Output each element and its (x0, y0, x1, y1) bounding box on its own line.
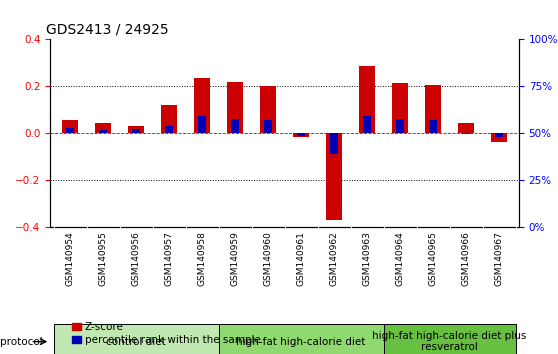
Text: GSM140958: GSM140958 (198, 231, 206, 286)
Bar (227, 82, 243, 133)
Bar (99, 130, 107, 133)
Bar (491, 133, 507, 142)
Bar (128, 126, 145, 133)
Bar (198, 116, 206, 133)
Bar (458, 124, 474, 133)
Bar (495, 133, 503, 137)
Bar (363, 116, 371, 133)
Text: control diet: control diet (106, 337, 166, 347)
Text: GDS2413 / 24925: GDS2413 / 24925 (46, 22, 168, 36)
Bar (383, 324, 516, 354)
Text: GSM140967: GSM140967 (494, 231, 504, 286)
Bar (231, 119, 239, 133)
Bar (165, 126, 173, 133)
Bar (429, 120, 437, 133)
Bar (396, 119, 404, 133)
Bar (425, 85, 441, 133)
Bar (462, 133, 470, 134)
Legend: Z-score, percentile rank within the sample: Z-score, percentile rank within the samp… (72, 322, 261, 345)
Bar (264, 120, 272, 133)
Text: GSM140964: GSM140964 (396, 231, 405, 286)
Text: high-fat high-calorie diet plus
resveratrol: high-fat high-calorie diet plus resverat… (372, 331, 527, 353)
Bar (132, 129, 140, 133)
Bar (392, 84, 408, 133)
Bar (293, 133, 309, 137)
Text: GSM140959: GSM140959 (230, 231, 239, 286)
Bar (194, 78, 210, 133)
Bar (54, 324, 219, 354)
Text: high-fat high-calorie diet: high-fat high-calorie diet (237, 337, 366, 347)
Bar (219, 324, 383, 354)
Text: GSM140957: GSM140957 (165, 231, 174, 286)
Text: GSM140955: GSM140955 (99, 231, 108, 286)
Bar (95, 124, 111, 133)
Text: GSM140965: GSM140965 (429, 231, 437, 286)
Text: protocol: protocol (0, 337, 43, 347)
Text: GSM140966: GSM140966 (461, 231, 470, 286)
Bar (161, 105, 177, 133)
Bar (330, 133, 338, 154)
Bar (260, 86, 276, 133)
Bar (66, 128, 74, 133)
Bar (62, 120, 78, 133)
Text: GSM140956: GSM140956 (132, 231, 141, 286)
Bar (359, 66, 376, 133)
Bar (326, 133, 343, 219)
Text: GSM140962: GSM140962 (330, 231, 339, 286)
Text: GSM140960: GSM140960 (263, 231, 272, 286)
Bar (297, 133, 305, 136)
Text: GSM140963: GSM140963 (363, 231, 372, 286)
Text: GSM140961: GSM140961 (297, 231, 306, 286)
Text: GSM140954: GSM140954 (65, 231, 75, 286)
